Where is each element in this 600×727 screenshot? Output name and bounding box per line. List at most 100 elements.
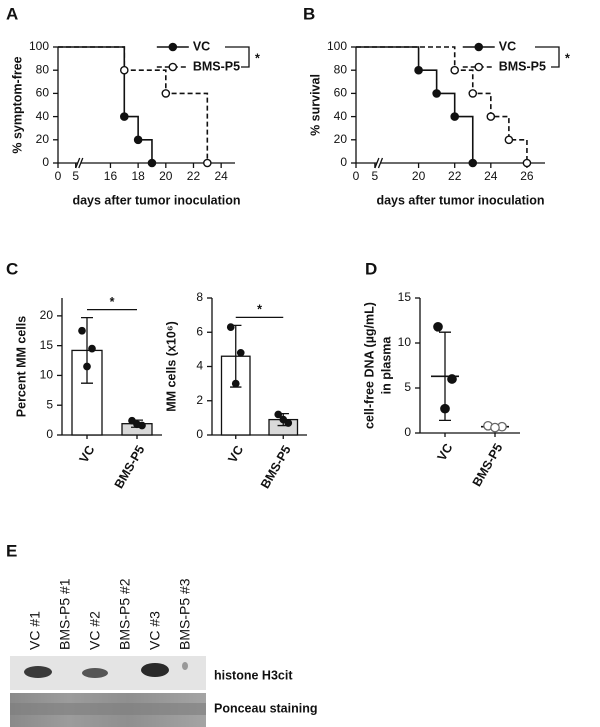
data-point (274, 410, 283, 419)
y-tick-label: 100 (327, 39, 347, 53)
x-tick-label: 24 (214, 169, 228, 183)
data-point (490, 422, 500, 433)
event-marker (203, 158, 212, 168)
y-tick-label: 20 (334, 132, 348, 146)
legend-marker (168, 42, 178, 52)
y-tick-label: 60 (36, 86, 50, 100)
blot-band (82, 668, 108, 678)
x-tick-label: BMS-P5 (258, 443, 294, 491)
x-tick-label: BMS-P5 (112, 443, 148, 491)
lane-label: VC #1 (27, 611, 43, 650)
y-tick-label: 8 (196, 290, 203, 304)
y-axis-label: cell-free DNA (µg/mL) (362, 302, 376, 429)
event-marker (450, 112, 460, 121)
legend-marker (168, 62, 178, 72)
x-tick-label: 16 (104, 169, 118, 183)
x-tick-label: 0 (55, 169, 62, 183)
y-tick-label: 0 (46, 427, 53, 441)
y-tick-label: 40 (36, 109, 50, 123)
x-tick-label: BMS-P5 (470, 441, 506, 489)
axis-break (75, 157, 81, 169)
significance-label: * (565, 51, 570, 65)
blot-row-label: histone H3cit (214, 668, 293, 682)
event-marker (432, 89, 441, 98)
legend-label: VC (193, 39, 210, 53)
blot-band (24, 666, 52, 678)
legend-label: BMS-P5 (193, 59, 240, 73)
data-point (231, 379, 240, 388)
event-marker (119, 65, 129, 75)
x-tick-label: 20 (159, 169, 173, 183)
y-tick-label: 4 (196, 359, 203, 373)
y-tick-label: 0 (196, 427, 203, 441)
survival-line (58, 46, 155, 164)
x-tick-label: 20 (412, 169, 426, 183)
significance-label: * (257, 303, 262, 317)
significance-label: * (255, 51, 260, 65)
x-tick-label: VC (77, 443, 98, 465)
lane-label: BMS-P5 #2 (117, 578, 133, 650)
blot-band (10, 703, 206, 715)
survival-line (356, 46, 530, 164)
blot-band (141, 663, 169, 677)
data-point (128, 416, 136, 425)
lane-label: BMS-P5 #3 (177, 578, 193, 650)
lane-label: VC #3 (147, 611, 163, 650)
blot-band (182, 662, 188, 670)
data-point (279, 415, 288, 424)
y-tick-label: 0 (340, 155, 347, 169)
x-tick-label: 22 (448, 169, 462, 183)
data-point (88, 344, 96, 353)
x-tick-label: 5 (372, 169, 379, 183)
legend-label: VC (499, 39, 516, 53)
event-marker (468, 89, 478, 98)
panel-letter: B (303, 4, 315, 23)
data-point (83, 362, 91, 371)
x-tick-label: 24 (484, 169, 498, 183)
legend-label: BMS-P5 (499, 59, 546, 73)
panel-letter: E (6, 541, 17, 560)
y-tick-label: 5 (404, 380, 411, 394)
x-tick-label: 0 (353, 169, 360, 183)
panel-letter: D (365, 259, 377, 278)
y-tick-label: 80 (334, 62, 348, 76)
data-point (226, 323, 235, 331)
event-marker (522, 158, 532, 168)
event-marker (450, 65, 460, 75)
event-marker (133, 135, 143, 145)
data-point (284, 419, 293, 427)
y-axis-label: in plasma (379, 336, 393, 395)
y-tick-label: 20 (36, 132, 50, 146)
x-tick-label: 22 (187, 169, 201, 183)
blot-row-label: Ponceau staining (214, 701, 318, 715)
y-tick-label: 10 (398, 335, 412, 349)
data-point (433, 321, 443, 332)
y-axis-label: % symptom-free (10, 56, 24, 153)
x-tick-label: VC (435, 441, 456, 463)
significance-bracket (535, 46, 560, 68)
y-tick-label: 60 (334, 86, 348, 100)
y-tick-label: 6 (196, 324, 203, 338)
y-tick-label: 0 (42, 155, 49, 169)
y-tick-label: 40 (334, 109, 348, 123)
y-tick-label: 10 (40, 368, 54, 382)
x-tick-label: VC (225, 443, 246, 465)
y-tick-label: 15 (40, 338, 54, 352)
x-tick-label: 18 (131, 169, 145, 183)
y-axis-label: MM cells (x10⁶) (164, 321, 178, 412)
event-marker (486, 112, 496, 121)
y-tick-label: 5 (46, 397, 53, 411)
data-point (440, 403, 450, 414)
x-axis-label: days after tumor inoculation (72, 193, 240, 207)
y-tick-label: 15 (398, 290, 412, 304)
event-marker (161, 89, 171, 98)
x-tick-label: 26 (520, 169, 534, 183)
axis-break (78, 157, 84, 169)
blot-panel: E histone H3cit Ponceau staining (6, 541, 318, 727)
y-tick-label: 2 (196, 393, 203, 407)
y-tick-label: 20 (40, 308, 54, 322)
event-marker (119, 112, 129, 121)
legend-marker (474, 62, 484, 72)
y-axis-label: % survival (308, 74, 322, 136)
